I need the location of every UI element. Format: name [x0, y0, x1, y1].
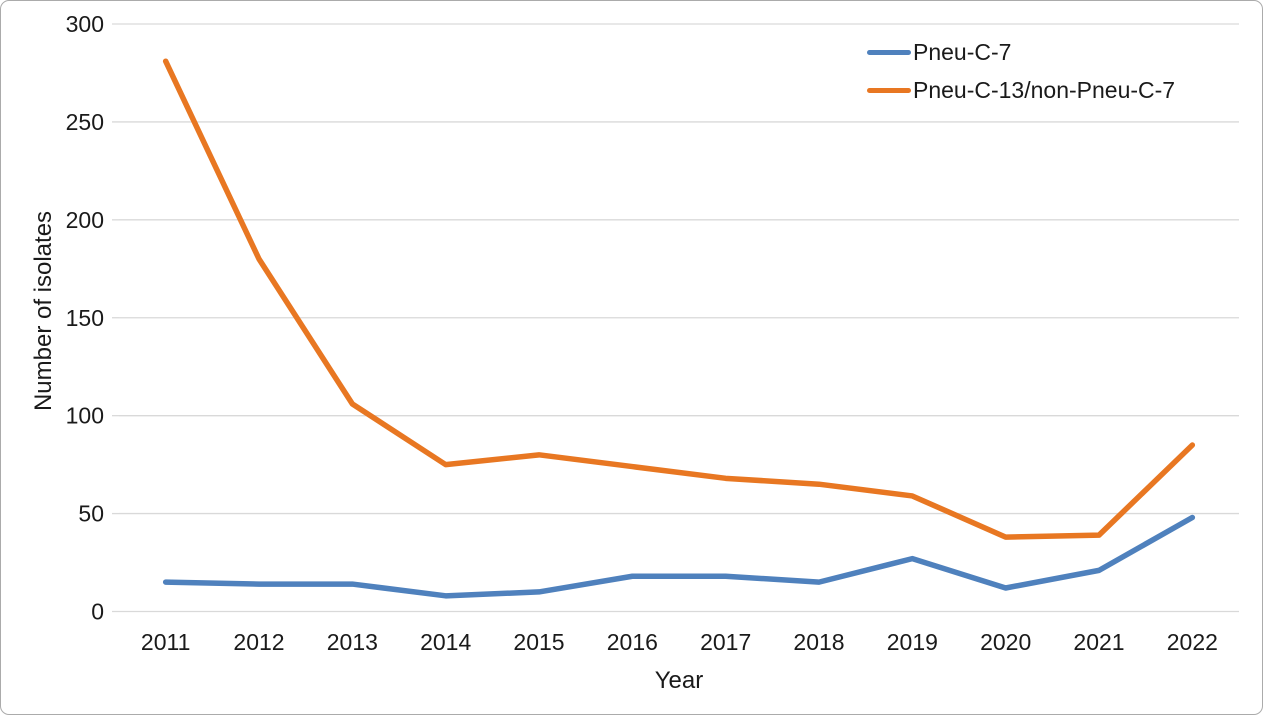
- x-tick-label: 2011: [141, 629, 190, 655]
- y-tick-label: 0: [91, 599, 104, 625]
- x-tick-label: 2015: [513, 629, 564, 655]
- legend-line-swatch-pneu-c-7: [867, 49, 911, 55]
- legend-item-pneu-c-13-non-pneu-c-7: Pneu-C-13/non-Pneu-C-7: [867, 77, 1175, 103]
- legend-label: Pneu-C-13/non-Pneu-C-7: [913, 76, 1176, 103]
- x-axis-title: Year: [654, 667, 704, 694]
- series-line-pneu-c-13-non-pneu-c-7: [162, 58, 1196, 540]
- legend: Pneu-C-7 Pneu-C-13/non-Pneu-C-7: [867, 39, 1175, 115]
- legend-item-pneu-c-7: Pneu-C-7: [867, 39, 1175, 65]
- y-tick-label: 150: [66, 305, 104, 331]
- x-tick-label: 2012: [233, 629, 284, 655]
- x-tick-label: 2022: [1167, 629, 1218, 655]
- x-tick-label: 2021: [1073, 629, 1124, 655]
- y-tick-label: 200: [66, 207, 104, 233]
- legend-label: Pneu-C-7: [913, 38, 1012, 65]
- x-tick-label: 2013: [327, 629, 378, 655]
- y-tick-label: 300: [66, 11, 104, 37]
- x-tick-label: 2017: [700, 629, 751, 655]
- x-tick-label: 2014: [420, 629, 471, 655]
- x-tick-label: 2018: [793, 629, 844, 655]
- x-tick-label: 2016: [607, 629, 658, 655]
- x-tick-label: 2020: [980, 629, 1031, 655]
- x-tick-label: 2019: [887, 629, 938, 655]
- legend-line-swatch-pneu-c-13-non-pneu-c-7: [867, 87, 911, 93]
- series-line-pneu-c-7: [162, 514, 1196, 599]
- y-tick-label: 100: [66, 403, 104, 429]
- y-tick-label: 250: [66, 109, 104, 135]
- y-axis-title: Number of isolates: [30, 210, 57, 412]
- y-tick-label: 50: [78, 501, 104, 527]
